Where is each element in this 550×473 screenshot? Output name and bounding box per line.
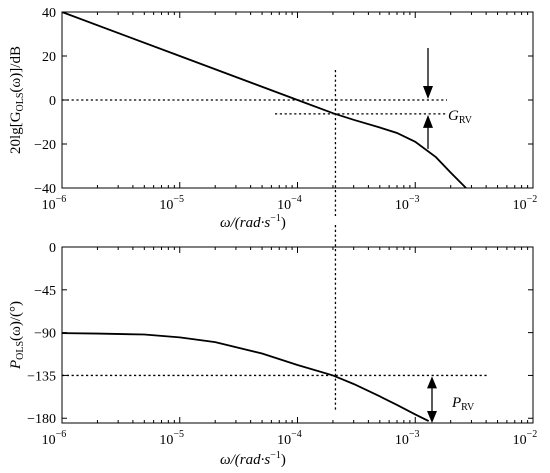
gain-arrow-up-head bbox=[423, 114, 433, 128]
phase-y-axis-label: POLS(ω)/(°) bbox=[8, 301, 26, 370]
y-tick-label: −20 bbox=[34, 138, 56, 153]
x-tick-label: 10−4 bbox=[277, 429, 302, 448]
y-tick-label: −180 bbox=[27, 412, 56, 427]
magnitude-panel: 40 20 0 −20 −40 10−6 10−5 10−4 10−3 10−2 GRV ω/(… bbox=[8, 6, 537, 231]
phase-margin-label: PRV bbox=[451, 395, 475, 413]
gain-margin-arrows bbox=[423, 48, 433, 149]
x-tick-label: 10−3 bbox=[395, 194, 420, 213]
phase-arrow-down-head bbox=[427, 411, 437, 423]
y-tick-label: −90 bbox=[34, 327, 56, 342]
phase-y-ticks: 0 −45 −90 −135 −180 bbox=[27, 241, 533, 427]
phase-curve bbox=[62, 332, 430, 422]
y-tick-label: −45 bbox=[34, 284, 56, 299]
x-tick-label: 10−6 bbox=[42, 194, 67, 213]
x-tick-label: 10−5 bbox=[159, 429, 184, 448]
magnitude-y-axis-label: 20lg[GOLS(ω)]/dB bbox=[8, 46, 26, 154]
gain-margin-label: GRV bbox=[448, 108, 473, 126]
phase-arrow-up-head bbox=[427, 376, 437, 389]
phase-margin-arrows bbox=[427, 376, 437, 423]
y-tick-label: 40 bbox=[42, 6, 56, 21]
x-tick-label: 10−3 bbox=[395, 429, 420, 448]
gain-arrow-down-head bbox=[423, 86, 433, 99]
y-tick-label: 0 bbox=[49, 94, 56, 109]
y-tick-label: 0 bbox=[49, 241, 56, 256]
x-tick-label: 10−6 bbox=[42, 429, 67, 448]
y-tick-label: 20 bbox=[42, 50, 56, 65]
magnitude-x-axis-label: ω/(rad·s−1) bbox=[220, 213, 286, 231]
phase-panel: 0 −45 −90 −135 −180 10−6 10−5 10−4 10−3 10−2 PRV… bbox=[8, 225, 537, 468]
magnitude-curve bbox=[62, 12, 467, 188]
magnitude-y-ticks: 40 20 0 −20 −40 bbox=[34, 6, 533, 197]
phase-x-axis-label: ω/(rad·s−1) bbox=[220, 450, 286, 468]
phase-guide-lines bbox=[62, 225, 488, 411]
y-tick-label: −135 bbox=[27, 369, 56, 384]
magnitude-guide-lines bbox=[62, 70, 447, 216]
y-tick-label: −40 bbox=[34, 182, 56, 197]
x-tick-label: 10−2 bbox=[513, 429, 538, 448]
magnitude-x-ticks: 10−6 10−5 10−4 10−3 10−2 bbox=[42, 12, 538, 213]
x-tick-label: 10−4 bbox=[277, 194, 302, 213]
phase-x-ticks: 10−6 10−5 10−4 10−3 10−2 bbox=[42, 247, 538, 448]
x-tick-label: 10−5 bbox=[159, 194, 184, 213]
x-tick-label: 10−2 bbox=[513, 194, 538, 213]
